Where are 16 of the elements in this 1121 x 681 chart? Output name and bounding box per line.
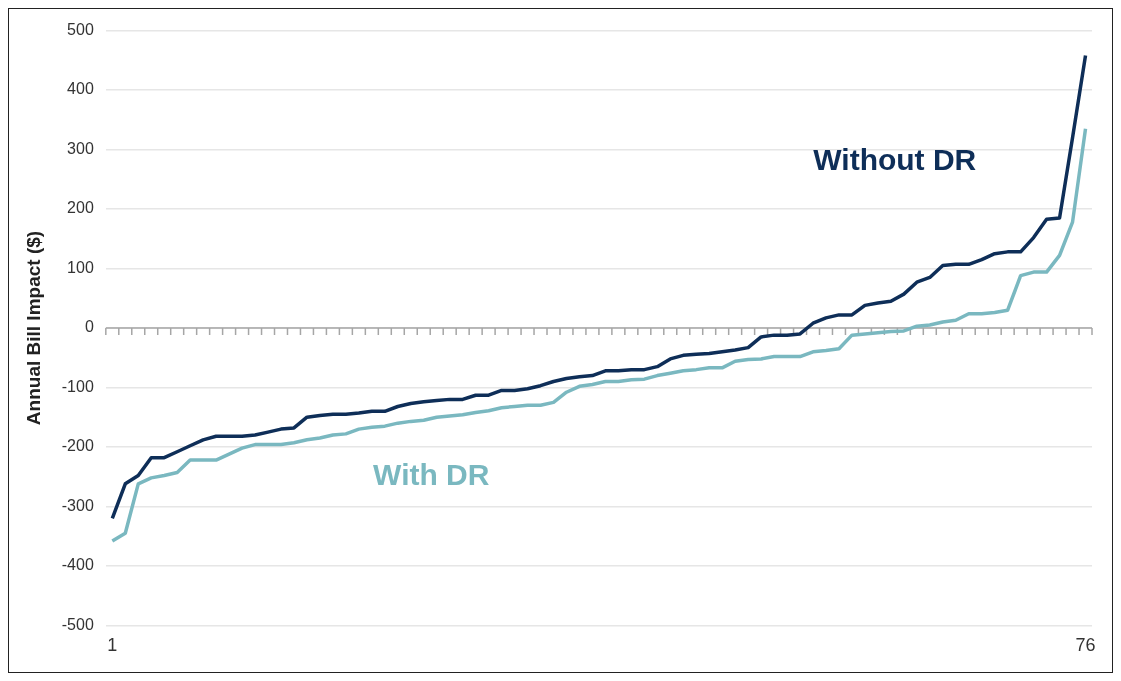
y-tick-label: -200 [61,437,94,455]
y-axis-title: Annual Bill Impact ($) [22,230,44,426]
y-tick-label: 0 [84,318,94,336]
y-tick-label: -100 [61,377,94,395]
y-tick-label: -400 [61,556,94,574]
x-tick-label: 1 [107,635,118,656]
x-tick-label: 76 [1075,635,1096,656]
y-tick-label: 200 [67,199,94,217]
text: Without DR [813,142,977,176]
y-tick-label: 500 [67,21,94,39]
y-tick-label: 300 [67,139,94,157]
series-label: With DR [373,457,490,491]
y-tick-label: -500 [61,615,94,633]
y-tick-label: -300 [61,496,94,514]
y-tick-label: 400 [67,80,94,98]
y-tick-label: 100 [67,258,94,276]
